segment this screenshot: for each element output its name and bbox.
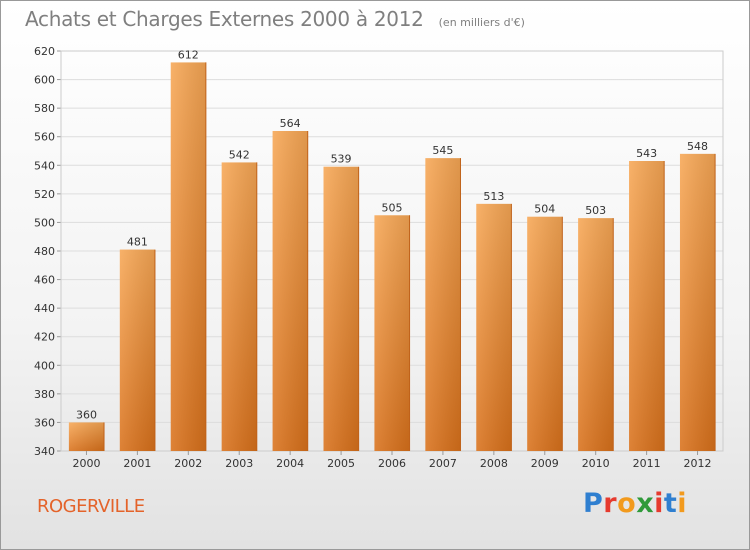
y-tick-label: 580 (34, 102, 55, 115)
y-tick-label: 540 (34, 159, 55, 172)
bar-shade (170, 62, 206, 452)
y-tick-label: 400 (34, 359, 55, 372)
logo-letter: x (636, 488, 655, 519)
bar-shade (679, 153, 716, 451)
y-tick-label: 420 (34, 331, 55, 344)
value-label: 543 (636, 147, 657, 160)
y-tick-label: 460 (34, 274, 55, 287)
title-row: Achats et Charges Externes 2000 à 2012 (… (25, 7, 525, 31)
y-tick-label: 380 (34, 388, 55, 401)
bar-shade (119, 249, 155, 451)
x-tick-label: 2000 (72, 457, 100, 470)
x-tick-label: 2007 (429, 457, 457, 470)
x-tick-label: 2008 (480, 457, 508, 470)
value-label: 481 (127, 236, 148, 249)
bar-shade (527, 216, 563, 451)
label-layer: 340 360 380 400 420 440 460 480 500 520 540 560 580 6… (34, 45, 712, 470)
bar-layer (68, 62, 716, 452)
bar-shade (221, 162, 257, 451)
bar-shade (374, 215, 410, 451)
value-label: 504 (534, 203, 555, 216)
y-tick-label: 340 (34, 445, 55, 458)
value-label: 545 (432, 144, 453, 157)
x-tick-label: 2012 (684, 457, 712, 470)
x-tick-label: 2005 (327, 457, 355, 470)
y-tick-label: 620 (34, 45, 55, 58)
value-label: 564 (280, 117, 301, 130)
x-tick-label: 2009 (531, 457, 559, 470)
logo-letter: i (677, 488, 688, 519)
logo-letter: i (654, 488, 664, 519)
x-tick-label: 2010 (582, 457, 610, 470)
bar-shade (476, 203, 512, 451)
value-label: 360 (76, 408, 97, 421)
x-tick-label: 2011 (633, 457, 661, 470)
logo-letter: o (617, 488, 637, 519)
bar-shade (629, 161, 665, 451)
chart-subtitle: (en milliers d'€) (438, 16, 525, 29)
y-tick-label: 360 (34, 416, 55, 429)
bar-shade (578, 218, 614, 451)
x-tick-label: 2002 (174, 457, 202, 470)
chart-title: Achats et Charges Externes 2000 à 2012 (25, 7, 424, 31)
y-tick-label: 600 (34, 74, 55, 87)
place-label: ROGERVILLE (37, 496, 145, 517)
y-tick-label: 520 (34, 188, 55, 201)
x-tick-label: 2001 (123, 457, 151, 470)
value-label: 542 (229, 148, 250, 161)
x-tick-label: 2003 (225, 457, 253, 470)
logo-letter: P (583, 488, 604, 519)
bar-shade (68, 422, 105, 451)
bar-shade (425, 158, 461, 451)
y-tick-label: 440 (34, 302, 55, 315)
bar-shade (272, 131, 308, 451)
value-label: 505 (382, 201, 403, 214)
value-label: 548 (687, 140, 708, 153)
logo-letter: t (663, 488, 678, 519)
x-tick-label: 2006 (378, 457, 406, 470)
proxiti-logo: Proxiti (583, 488, 687, 519)
y-tick-label: 560 (34, 131, 55, 144)
bar-shade (323, 166, 359, 451)
y-tick-label: 500 (34, 216, 55, 229)
value-label: 503 (585, 204, 606, 217)
value-label: 539 (331, 153, 352, 166)
value-label: 612 (178, 48, 199, 61)
logo-letter: r (603, 488, 618, 519)
value-label: 513 (483, 190, 504, 203)
x-tick-label: 2004 (276, 457, 304, 470)
y-tick-label: 480 (34, 245, 55, 258)
